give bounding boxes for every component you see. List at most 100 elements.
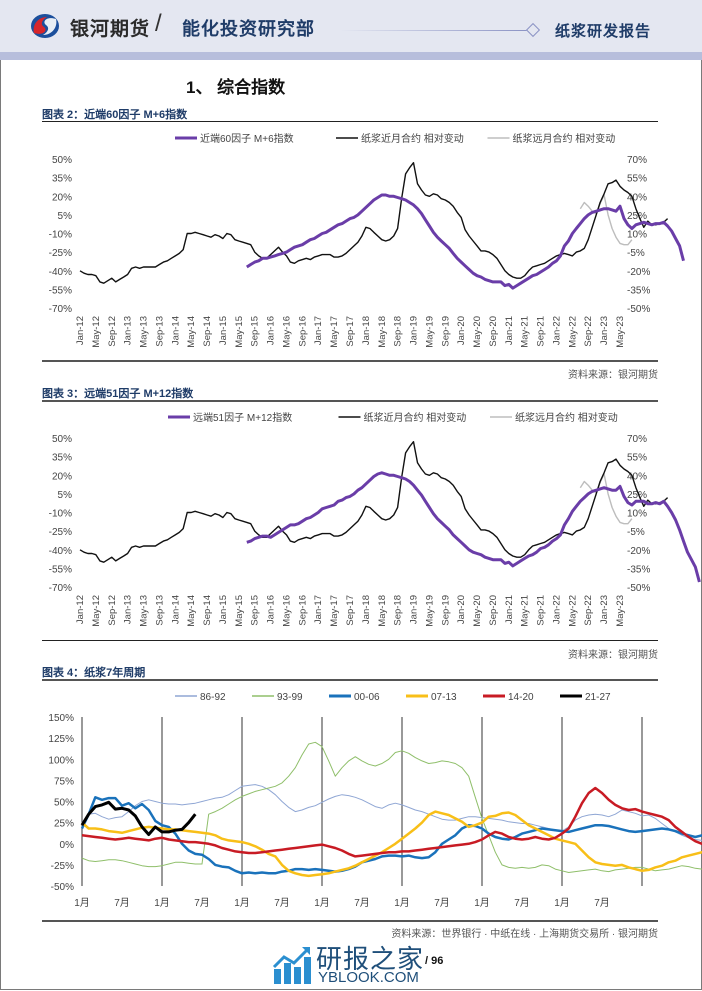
x-axis-tick: Jan-22 [551,595,562,624]
left-axis-tick: -55% [49,564,72,575]
x-axis-tick: May-20 [472,316,483,348]
right-axis-tick: 10% [627,230,647,241]
left-axis-tick: -55% [49,285,72,296]
y-axis-tick: 75% [54,776,74,787]
x-axis-tick: May-19 [424,316,435,348]
x-axis-tick: Sep-14 [202,316,213,347]
x-axis-tick: Sep-18 [393,316,404,347]
left-axis-tick: -70% [49,583,72,594]
x-axis-tick: May-17 [329,316,340,348]
x-axis-tick: Sep-15 [250,595,261,626]
x-axis-tick: May-23 [615,316,626,348]
x-axis-tick: 1月 [474,897,490,909]
x-axis-tick: May-14 [186,595,197,627]
x-axis-tick: Jan-21 [504,316,515,345]
right-axis-tick: 40% [627,471,647,482]
right-axis-tick: 55% [627,453,647,464]
y-axis-tick: 50% [54,798,74,809]
series-line-21-27 [80,800,197,836]
figure-4-top-rule [42,679,658,681]
series-line-2 [579,473,633,525]
x-axis-tick: 1月 [554,897,570,909]
x-axis-tick: Jan-14 [170,595,181,624]
x-axis-tick: May-21 [520,316,531,348]
y-axis-tick: -50% [51,882,74,893]
page-header: 银河期货 / 能化投资研究部 纸浆研发报告 [0,0,702,52]
right-axis-tick: -5% [627,248,645,259]
figure-2-source: 资料来源：银河期货 [568,370,658,381]
x-axis-tick: May-21 [520,595,531,627]
x-axis-tick: May-14 [186,316,197,348]
x-axis-tick: 7月 [594,897,610,909]
section-title: 1、 综合指数 [186,78,286,97]
left-axis-tick: -25% [49,527,72,538]
x-axis-tick: May-15 [234,316,245,348]
x-axis-tick: May-18 [377,316,388,348]
diamond-icon [525,22,541,38]
report-type: 纸浆研发报告 [555,23,652,40]
x-axis-tick: Sep-20 [488,595,499,626]
x-axis-tick: 7月 [274,897,290,909]
series-line-00-06 [80,796,702,875]
figure-2-top-rule [42,121,658,122]
x-axis-tick: May-19 [424,595,435,627]
x-axis-tick: 7月 [194,897,210,909]
legend-label-2: 纸浆远月合约 相对变动 [513,132,616,145]
header-decor-line [340,30,530,31]
x-axis-tick: Jan-17 [313,595,324,624]
x-axis-tick: Jan-23 [599,595,610,624]
x-axis-tick: Jan-17 [313,316,324,345]
x-axis-tick: 1月 [394,897,410,909]
x-axis-tick: Jan-18 [361,595,372,624]
x-axis-tick: May-12 [91,595,102,627]
page-number: / 96 [425,955,444,967]
x-axis-tick: Sep-15 [250,316,261,347]
figure-4-source: 资料来源：世界银行 · 中纸在线 · 上海期货交易所 · 银河期货 [391,929,658,940]
chart-far-m12-index: 远端51因子 M+12指数 纸浆近月合约 相对变动 纸浆远月合约 相对变动 50% 35… [49,411,701,627]
x-axis-tick: 7月 [114,897,130,909]
department-name: 能化投资研究部 [182,19,315,39]
x-axis-tick: 7月 [434,897,450,909]
x-axis-tick: Jan-14 [170,316,181,345]
x-axis-tick: May-13 [139,595,150,627]
left-axis-tick: 20% [52,192,72,203]
watermark-logo: 研报之家 YBLOOK.COM [272,944,423,990]
figure-3-source: 资料来源：银河期货 [568,650,658,661]
right-axis-tick: 70% [627,155,647,166]
figure-2-bottom-rule [42,360,658,362]
legend-label-5: 21-27 [585,692,611,703]
x-axis-tick: Sep-18 [393,595,404,626]
x-axis-tick: Jan-13 [123,316,134,345]
right-axis-tick: -20% [627,267,650,278]
x-axis-tick: Jan-20 [456,316,467,345]
left-axis-tick: -10% [49,230,72,241]
x-axis-tick: 1月 [154,897,170,909]
x-axis-tick: Jan-22 [551,316,562,345]
left-axis-tick: 35% [52,453,72,464]
x-axis-tick: Jan-15 [218,316,229,345]
watermark-cn: 研报之家 [316,944,425,974]
left-axis-tick: 50% [52,155,72,166]
series-line-1 [79,162,669,284]
x-axis-tick: Sep-17 [345,316,356,347]
header-bar [0,52,702,60]
x-axis-tick: Sep-16 [297,595,308,626]
x-axis-tick: May-22 [567,316,578,348]
right-axis-tick: -5% [627,527,645,538]
x-axis-tick: 1月 [74,897,90,909]
figure-3-top-rule [42,400,658,402]
series-line-14-20 [81,786,702,858]
left-axis-tick: 50% [52,434,72,445]
x-axis-tick: May-16 [281,595,292,627]
figure-4-title: 图表 4：纸浆7年周期 [42,667,146,679]
x-axis-tick: May-20 [472,595,483,627]
left-axis-tick: 5% [58,490,73,501]
x-axis-tick: May-16 [281,316,292,348]
x-axis-tick: Sep-16 [297,316,308,347]
right-axis-tick: -50% [627,304,650,315]
legend-label-1: 93-99 [277,692,303,703]
series-line-07-13 [81,810,702,878]
y-axis-tick: -25% [51,861,74,872]
x-axis-tick: Sep-21 [536,316,547,347]
legend-label-3: 07-13 [431,692,457,703]
